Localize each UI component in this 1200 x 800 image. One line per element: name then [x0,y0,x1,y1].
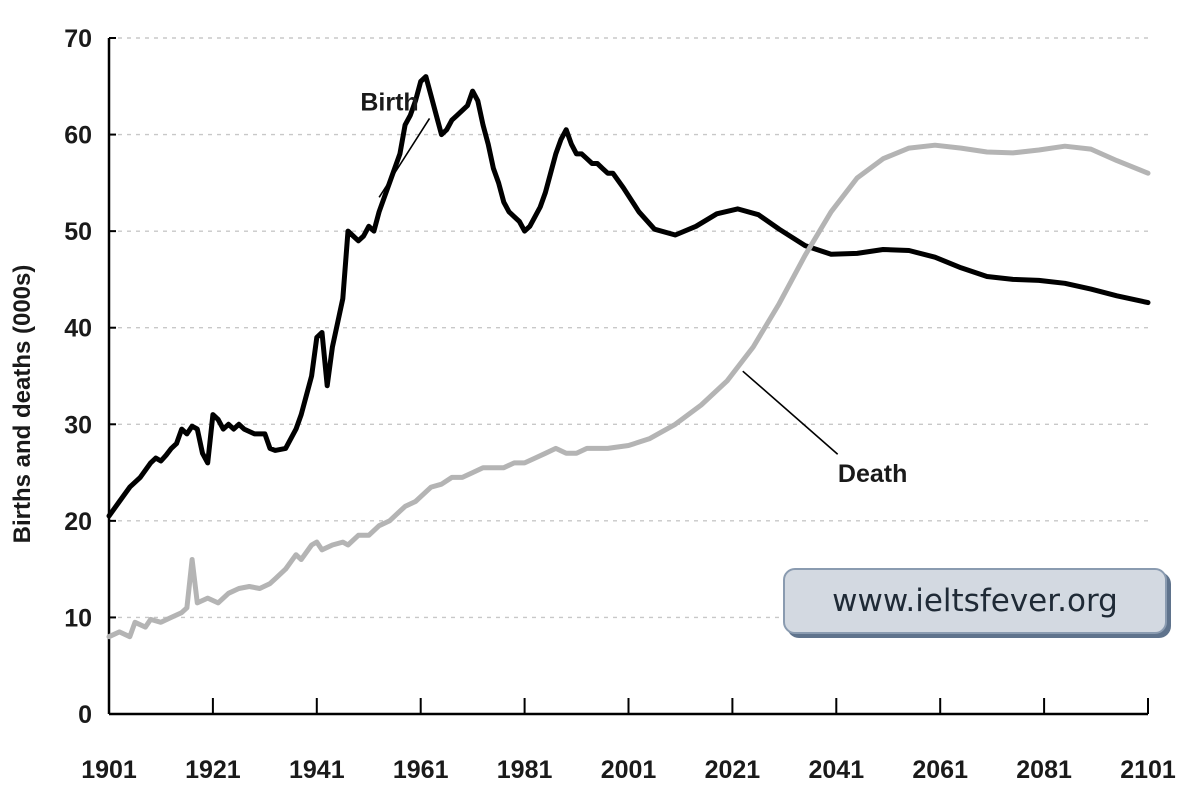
y-tick-label: 40 [64,315,92,343]
y-tick-labels: 0 10 20 30 40 50 60 70 [64,25,92,729]
x-tick-label: 2061 [912,756,968,784]
series-line-death [106,142,1151,640]
x-tick-label: 2101 [1120,756,1176,784]
y-tick-label: 0 [78,701,92,729]
y-tick-label: 50 [64,218,92,246]
y-tick-label: 10 [64,604,92,632]
y-tick-label: 20 [64,508,92,536]
watermark-badge: www.ieltsfever.org [783,568,1167,634]
watermark-text: www.ieltsfever.org [832,583,1118,619]
leader-line-birth [378,117,431,198]
axes [107,37,1149,716]
x-tick-label: 1961 [393,756,449,784]
leader-line-death [742,370,839,455]
series-line-birth [106,74,1151,519]
series-lines [106,74,1151,640]
x-tick-label: 2081 [1016,756,1072,784]
series-label-birth: Birth [360,88,418,116]
series-annotations: Birth Death [360,88,907,488]
y-tick-label: 30 [64,411,92,439]
x-tick-label: 1941 [289,756,345,784]
y-tick-label: 70 [64,25,92,53]
grid-lines [109,37,1148,619]
x-tick-label: 2041 [808,756,864,784]
x-tick-label: 1981 [497,756,553,784]
x-tick-label: 1901 [81,756,137,784]
x-tick-label: 1921 [185,756,241,784]
x-tick-label: 2001 [601,756,657,784]
x-tick-label: 2021 [705,756,761,784]
y-axis-label: Births and deaths (000s) [9,265,36,544]
series-label-death: Death [838,460,907,488]
y-tick-label: 60 [64,122,92,150]
x-tick-labels: 1901 1921 1941 1961 1981 2001 2021 2041 2061 2081… [81,756,1176,784]
